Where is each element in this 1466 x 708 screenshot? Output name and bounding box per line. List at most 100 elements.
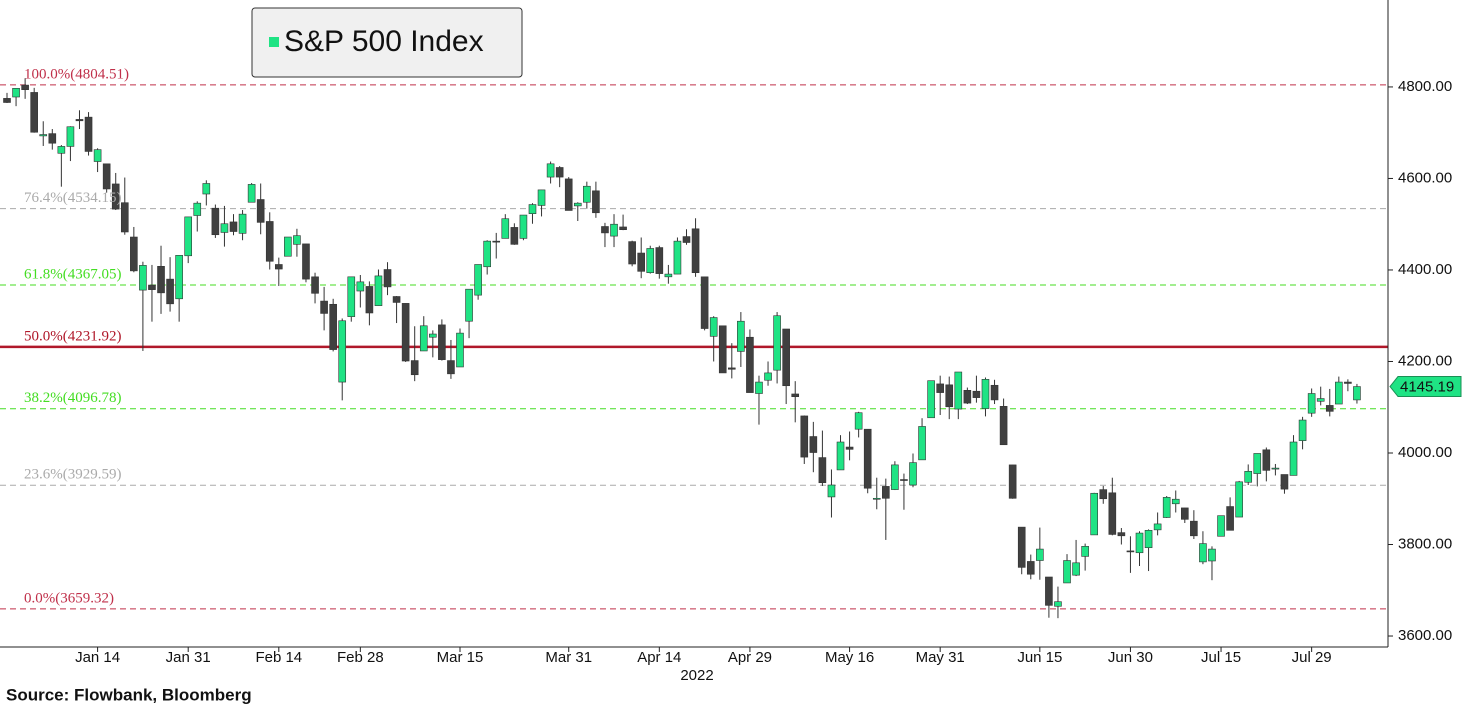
candle-body: [610, 223, 618, 237]
candle-body: [75, 119, 84, 122]
candle-body: [836, 441, 845, 471]
candle-body: [211, 207, 220, 236]
candle-body: [537, 189, 546, 206]
candle-body: [130, 236, 138, 272]
candle-body: [157, 266, 165, 294]
candle-body: [284, 236, 292, 257]
x-tick-label: Apr 29: [728, 649, 772, 666]
candle-body: [48, 133, 57, 144]
x-tick-label: Jan 14: [75, 649, 120, 666]
candle-body: [510, 227, 519, 245]
x-tick-label: Jan 31: [166, 649, 211, 666]
candle-body: [664, 273, 673, 278]
candle-body: [1081, 546, 1089, 557]
candle-body: [492, 240, 501, 243]
x-axis-label: 2022: [680, 667, 713, 684]
candle-body: [954, 371, 963, 410]
x-tick-label: Jun 15: [1017, 649, 1062, 666]
candle-body: [999, 406, 1008, 446]
candle-body: [882, 486, 890, 499]
candle-body: [764, 372, 772, 381]
candle-body: [39, 134, 48, 137]
candle-body: [483, 240, 491, 268]
candle-body: [1344, 381, 1352, 384]
x-tick-label: Feb 14: [255, 649, 302, 666]
candle-body: [746, 336, 754, 393]
candle-body: [628, 241, 636, 265]
candle-body: [1026, 561, 1035, 575]
candle-body: [1298, 419, 1307, 441]
candle-body: [1135, 532, 1144, 554]
candle-body: [1280, 474, 1289, 490]
fib-level-label: 76.4%(4534.15): [24, 190, 122, 206]
candle-body: [573, 202, 582, 207]
candle-body: [936, 383, 944, 393]
candle-body: [120, 202, 129, 233]
candle-body: [1244, 470, 1253, 483]
candle-body: [293, 235, 301, 245]
candle-body: [691, 228, 700, 274]
candle-body: [519, 214, 528, 239]
y-tick-label: 4200.00: [1398, 352, 1452, 369]
candle-body: [193, 202, 202, 216]
candle-body: [166, 278, 174, 305]
x-tick-label: Jul 29: [1292, 649, 1332, 666]
fib-level-label: 38.2%(4096.78): [24, 390, 122, 406]
source-note: Source: Flowbank, Bloomberg: [6, 685, 252, 704]
candle-body: [827, 484, 836, 498]
candle-body: [311, 276, 319, 294]
x-tick-label: Jul 15: [1201, 649, 1241, 666]
candle-body: [220, 223, 229, 233]
x-tick-label: Apr 14: [637, 649, 681, 666]
candle-body: [1316, 398, 1325, 402]
fib-level-label: 100.0%(4804.51): [24, 66, 129, 82]
candle-body: [1008, 464, 1017, 499]
candle-body: [1307, 393, 1316, 414]
candle-body: [1017, 526, 1026, 568]
candle-body: [782, 328, 790, 387]
candle-body: [1262, 449, 1271, 471]
x-tick-label: May 16: [825, 649, 874, 666]
candle-body: [347, 276, 356, 317]
candle-body: [320, 300, 328, 314]
candle-body: [981, 379, 990, 409]
candle-body: [374, 275, 383, 306]
candle-body: [66, 126, 75, 147]
y-tick-label: 4600.00: [1398, 169, 1452, 186]
candle-body: [202, 183, 211, 195]
candle-body: [102, 163, 111, 190]
candle-body: [900, 479, 908, 481]
candle-body: [1054, 601, 1062, 607]
candle-body: [1208, 548, 1216, 562]
candle-body: [419, 325, 428, 352]
candle-body: [800, 415, 809, 458]
candle-body: [709, 317, 718, 337]
candle-body: [356, 281, 365, 292]
candle-body: [682, 236, 691, 243]
candle-body: [755, 381, 763, 394]
candle-body: [338, 320, 347, 383]
candle-body: [990, 384, 999, 401]
candle-body: [1153, 523, 1162, 531]
grid-layer: [0, 84, 1388, 610]
candle-body: [1253, 453, 1262, 474]
candle-body: [392, 296, 401, 303]
last-price-tag: [1389, 376, 1462, 398]
candle-body: [247, 184, 256, 203]
candle-body: [1126, 550, 1135, 553]
candle-body: [1171, 498, 1180, 505]
candle-body: [1045, 576, 1053, 606]
candle-body: [872, 497, 881, 500]
candle-body: [945, 384, 954, 408]
legend-label: S&P 500 Index: [284, 25, 484, 58]
candle-body: [274, 264, 283, 270]
fib-level-label: 61.8%(4367.05): [24, 266, 122, 282]
candle-body: [673, 240, 682, 275]
candle-body: [891, 464, 899, 490]
candle-body: [1271, 467, 1280, 470]
candle-body: [700, 276, 709, 329]
candle-body: [1063, 560, 1071, 584]
candle-body: [1199, 543, 1207, 563]
candle-body: [365, 286, 374, 314]
